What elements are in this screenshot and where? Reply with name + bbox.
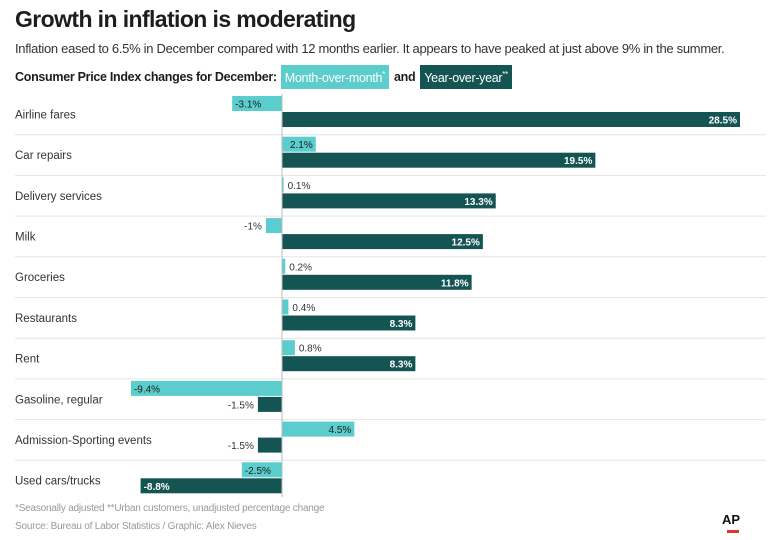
yoy-value-label: 11.8% — [441, 278, 469, 289]
yoy-bar — [282, 315, 416, 331]
ap-logo-underline — [727, 530, 739, 533]
yoy-bar — [282, 274, 472, 290]
yoy-value-label: -1.5% — [228, 441, 254, 452]
yoy-bar — [282, 193, 496, 209]
mom-value-label: 0.8% — [299, 344, 322, 355]
yoy-bar — [257, 437, 282, 453]
mom-bar — [232, 96, 282, 111]
yoy-bar — [282, 152, 596, 168]
yoy-value-label: 8.3% — [390, 360, 413, 371]
mom-bar — [282, 299, 289, 315]
category-label: Car repairs — [15, 150, 72, 162]
yoy-value-label: 8.3% — [390, 319, 413, 330]
footnote: *Seasonally adjusted **Urban customers, … — [15, 503, 325, 514]
yoy-bar — [282, 234, 483, 250]
mom-bar — [282, 421, 355, 437]
mom-value-label: -9.4% — [134, 384, 160, 395]
mom-value-label: 4.5% — [329, 425, 352, 436]
source-credit: Source: Bureau of Labor Statistics / Gra… — [15, 521, 257, 532]
category-label: Admission-Sporting events — [15, 435, 152, 447]
category-label: Milk — [15, 231, 36, 243]
yoy-bar — [282, 112, 740, 127]
chart-subtitle: Inflation eased to 6.5% in December comp… — [15, 41, 725, 56]
mom-bar — [282, 136, 316, 152]
yoy-value-label: 12.5% — [452, 238, 480, 249]
legend-mom-mark: * — [382, 70, 385, 80]
category-label: Airline fares — [15, 109, 76, 121]
mom-bar — [265, 218, 282, 234]
mom-value-label: 0.2% — [289, 262, 312, 273]
mom-value-label: -3.1% — [235, 100, 261, 111]
legend-chip-yoy: Year-over-year** — [420, 65, 512, 89]
mom-bar — [130, 380, 282, 396]
legend-mom-text: Month-over-month — [284, 71, 383, 86]
category-label: Gasoline, regular — [15, 394, 103, 406]
legend-and-text: and — [393, 70, 416, 84]
ap-logo: AP — [722, 512, 741, 527]
chart-title: Growth in inflation is moderating — [15, 6, 356, 32]
legend-chip-mom: Month-over-month* — [280, 65, 389, 89]
yoy-value-label: -1.5% — [228, 400, 254, 411]
yoy-bar — [140, 478, 282, 494]
yoy-value-label: -8.8% — [144, 482, 170, 493]
mom-bar — [282, 258, 286, 274]
mom-bar — [282, 340, 295, 356]
mom-bar — [282, 177, 284, 193]
yoy-bar — [257, 396, 282, 412]
mom-bar — [241, 462, 282, 478]
yoy-value-label: 19.5% — [564, 156, 592, 167]
yoy-value-label: 13.3% — [464, 197, 492, 208]
legend-label: Consumer Price Index changes for Decembe… — [15, 70, 277, 84]
mom-value-label: 2.1% — [290, 140, 313, 151]
category-label: Restaurants — [15, 313, 77, 325]
yoy-value-label: 28.5% — [709, 116, 737, 127]
category-label: Groceries — [15, 272, 65, 284]
legend-yoy-mark: ** — [502, 70, 508, 80]
category-label: Used cars/trucks — [15, 476, 101, 488]
legend: Consumer Price Index changes for Decembe… — [15, 65, 512, 89]
category-label: Rent — [15, 354, 40, 366]
mom-value-label: -1% — [244, 222, 262, 233]
mom-value-label: -2.5% — [245, 466, 271, 477]
yoy-bar — [282, 356, 416, 372]
category-label: Delivery services — [15, 191, 102, 203]
mom-value-label: 0.4% — [292, 303, 315, 314]
mom-value-label: 0.1% — [288, 181, 311, 192]
bar-chart: Airline fares -3.1% 28.5% Car repairs 2.1% 19… — [15, 94, 766, 497]
legend-yoy-text: Year-over-year — [424, 71, 503, 86]
